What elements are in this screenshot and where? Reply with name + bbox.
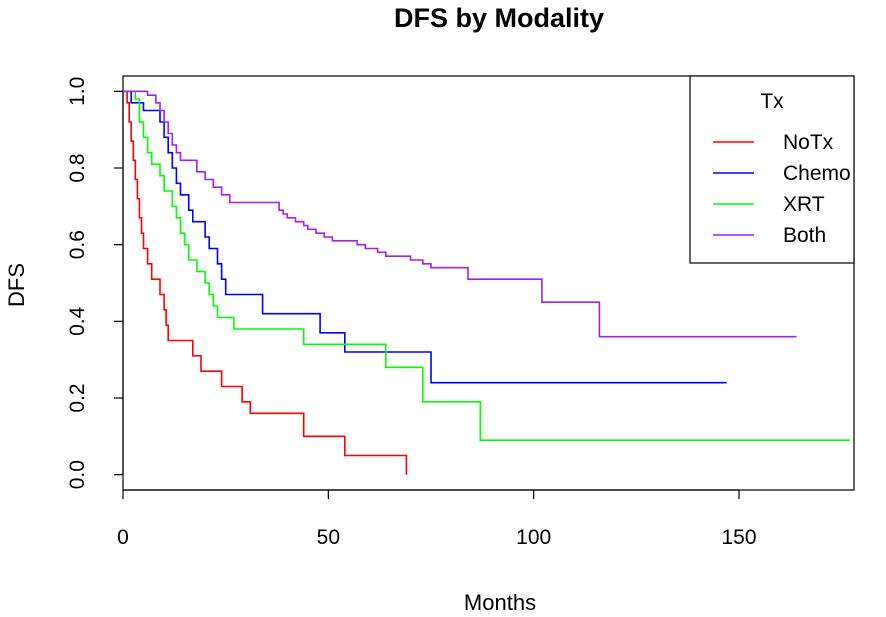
y-axis: 0.0 0.2 0.4 0.6 0.8 1.0 xyxy=(66,77,124,489)
x-axis-label: Months xyxy=(464,590,536,615)
x-axis: 0 50 100 150 xyxy=(117,489,757,549)
legend-label-notx: NoTx xyxy=(783,131,834,154)
series-line-xrt xyxy=(123,90,850,441)
x-tick-label: 50 xyxy=(317,526,340,549)
y-tick-label: 1.0 xyxy=(66,77,89,106)
legend-label-both: Both xyxy=(783,224,826,247)
y-tick-label: 0.8 xyxy=(66,153,89,182)
legend-title: Tx xyxy=(760,90,784,113)
legend: Tx NoTx Chemo XRT Both xyxy=(689,75,855,264)
chart-title: DFS by Modality xyxy=(394,3,604,33)
series-layer xyxy=(123,90,850,475)
y-tick-label: 0.4 xyxy=(66,306,89,336)
y-tick-label: 0.6 xyxy=(66,230,89,259)
y-tick-label: 0.0 xyxy=(66,460,89,489)
y-tick-label: 0.2 xyxy=(66,383,89,412)
legend-label-chemo: Chemo xyxy=(783,162,851,185)
series-line-both xyxy=(123,90,797,338)
x-tick-label: 100 xyxy=(516,526,551,549)
series-line-notx xyxy=(123,90,408,475)
legend-label-xrt: XRT xyxy=(783,193,825,216)
series-line-chemo xyxy=(123,90,727,384)
x-tick-label: 0 xyxy=(117,526,129,549)
x-tick-label: 150 xyxy=(721,526,756,549)
y-axis-label: DFS xyxy=(4,263,29,307)
legend-box xyxy=(689,75,855,264)
